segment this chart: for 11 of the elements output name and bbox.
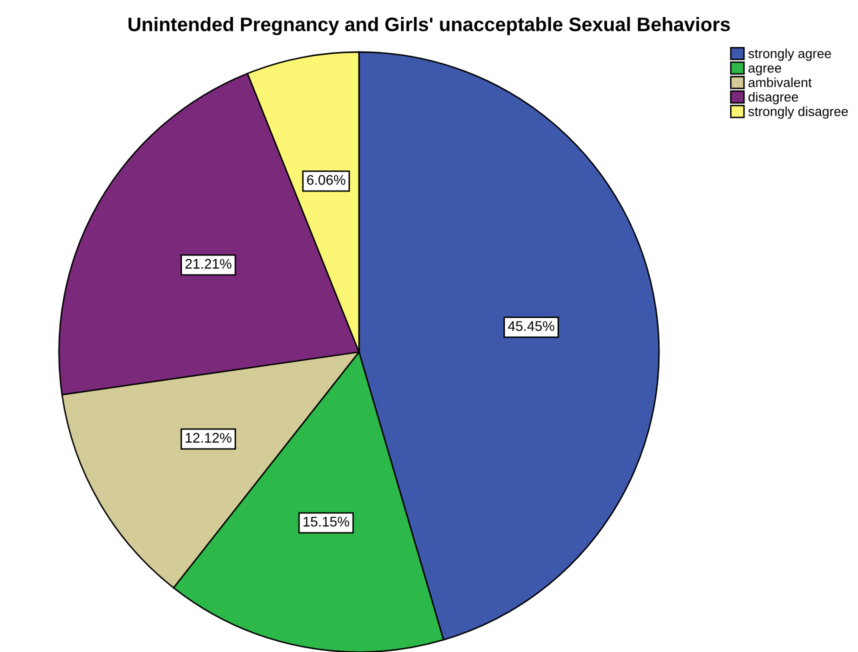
data-label: 12.12%	[186, 432, 232, 443]
data-label: 21.21%	[185, 258, 232, 269]
chart-title: Unintended Pregnancy and Girls' unacceptable Sexual Behaviors	[128, 16, 730, 36]
legend-label: agree	[748, 65, 782, 76]
data-label: 15.15%	[304, 516, 350, 527]
legend-label: strongly agree	[748, 48, 831, 61]
data-label: 6.06%	[307, 175, 346, 185]
legend-label: strongly disagree	[748, 106, 848, 119]
legend-label: disagree	[748, 92, 798, 104]
legend-label: ambivalent	[748, 77, 812, 88]
data-label: 45.45%	[508, 321, 554, 331]
